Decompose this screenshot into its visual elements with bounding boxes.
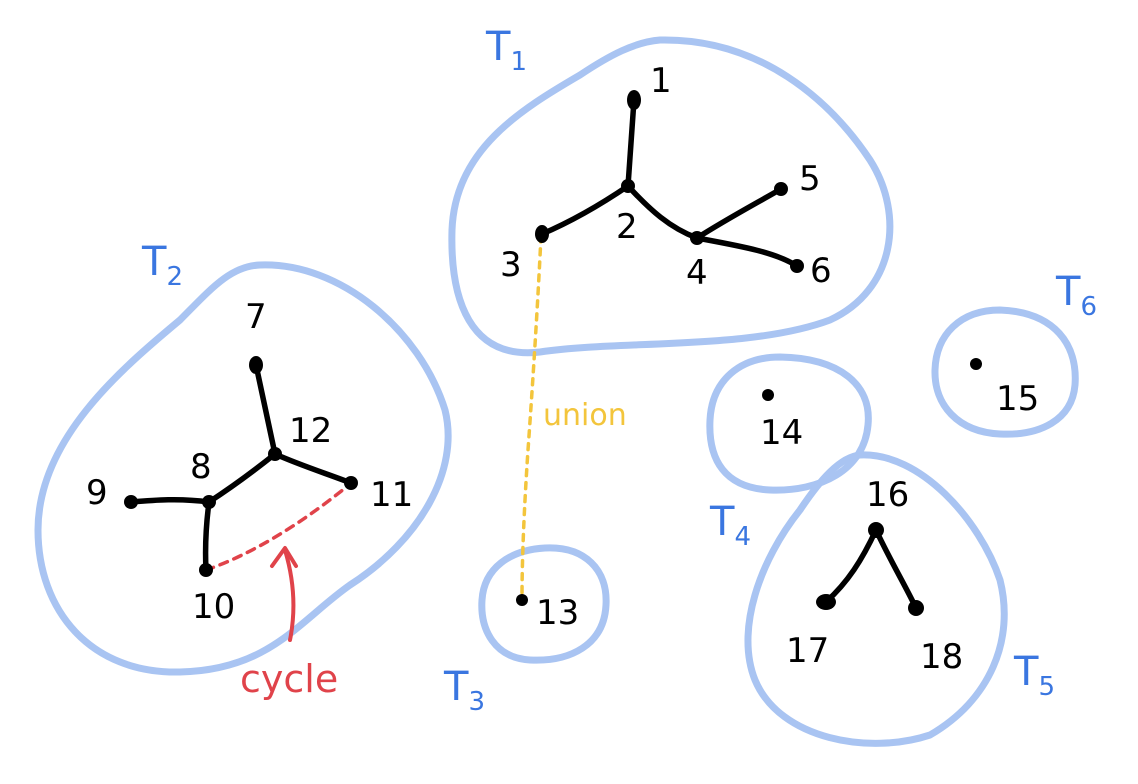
node-15: [970, 358, 982, 370]
node-6: [790, 259, 804, 273]
tree-boundary-t4: [706, 353, 872, 494]
node-11: [344, 476, 358, 490]
edge-12-8: [206, 451, 278, 505]
node-1: [627, 90, 641, 110]
node-label-6: 6: [810, 251, 832, 291]
edge-2-3: [539, 183, 631, 237]
node-label-14: 14: [760, 413, 803, 453]
tree-label-t2: T2: [141, 239, 183, 292]
tree-label-t6: T6: [1055, 269, 1097, 322]
node-label-1: 1: [650, 61, 672, 101]
union-dashed-line: [520, 234, 543, 600]
edge-7-12: [253, 362, 278, 457]
node-label-15: 15: [996, 379, 1039, 419]
tree-labels: T1 T2 T3 T4 T5 T6: [141, 24, 1097, 717]
node-12: [268, 447, 282, 461]
node-labels: 1 2 3 4 5 6 7 8 9 10 11 12 13 14 15 16 1…: [86, 61, 1039, 677]
edge-4-6: [694, 235, 800, 269]
union-annotation: union: [520, 234, 627, 600]
nodes: [124, 90, 982, 616]
node-16: [868, 522, 884, 538]
tree-label-t1: T1: [485, 24, 527, 77]
node-label-9: 9: [86, 473, 108, 513]
node-label-17: 17: [786, 631, 829, 671]
node-18: [908, 600, 924, 616]
cycle-annotation: cycle: [204, 482, 352, 701]
tree-boundary-t3: [478, 544, 610, 664]
cycle-arrow-icon: [270, 546, 298, 642]
tree-label-t4: T4: [709, 499, 751, 552]
node-label-12: 12: [289, 411, 332, 451]
cycle-dashed-line: [204, 482, 352, 572]
edge-16-18: [873, 527, 919, 611]
tree-label-t5: T5: [1013, 649, 1055, 702]
node-label-2: 2: [616, 207, 638, 247]
edges: [128, 97, 919, 611]
node-4: [690, 231, 704, 245]
node-9: [124, 495, 138, 509]
node-label-10: 10: [192, 587, 235, 627]
cycle-label: cycle: [240, 657, 338, 701]
edge-4-5: [694, 186, 784, 241]
tree-boundaries: [34, 36, 1079, 747]
node-17: [816, 594, 836, 610]
edge-1-2: [625, 97, 637, 189]
node-7: [249, 356, 263, 374]
node-label-18: 18: [920, 637, 963, 677]
node-label-13: 13: [536, 593, 579, 633]
tree-boundary-t1: [448, 36, 894, 357]
node-label-11: 11: [370, 475, 413, 515]
node-label-5: 5: [799, 159, 821, 199]
edge-2-4: [625, 183, 700, 241]
node-13: [516, 594, 528, 606]
node-5: [774, 182, 788, 196]
union-label: union: [543, 398, 627, 433]
edge-16-17: [823, 527, 879, 605]
node-label-4: 4: [686, 253, 708, 293]
edge-8-10: [202, 499, 212, 573]
node-10: [199, 563, 213, 577]
tree-boundary-t6: [931, 306, 1079, 438]
node-3: [535, 225, 549, 243]
node-label-3: 3: [500, 245, 522, 285]
node-label-8: 8: [190, 447, 212, 487]
tree-boundary-t5: [744, 451, 1008, 747]
node-2: [621, 179, 635, 193]
node-label-7: 7: [245, 297, 267, 337]
node-14: [762, 389, 774, 401]
edge-8-9: [128, 496, 212, 505]
tree-label-t3: T3: [443, 664, 485, 717]
tree-boundary-t2: [34, 261, 452, 676]
node-label-16: 16: [866, 475, 909, 515]
edge-12-11: [272, 451, 354, 486]
node-8: [202, 495, 216, 509]
